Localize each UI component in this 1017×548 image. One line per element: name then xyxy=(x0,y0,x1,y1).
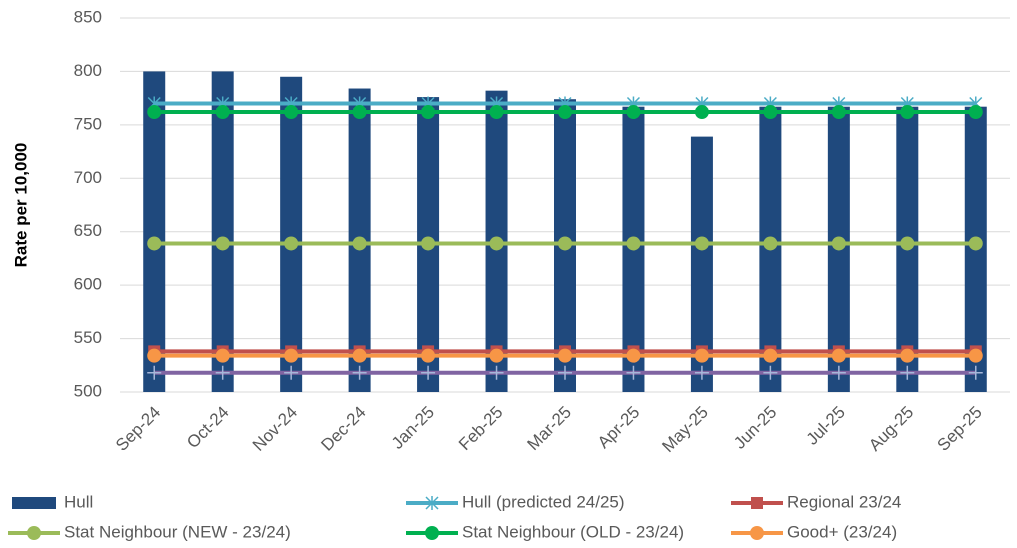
x-tick-label: Mar-25 xyxy=(523,403,575,455)
x-tick-label: Feb-25 xyxy=(455,403,507,455)
marker xyxy=(352,348,367,363)
bar xyxy=(143,71,166,392)
marker xyxy=(900,348,915,363)
marker xyxy=(831,236,846,251)
legend-marker xyxy=(27,526,41,540)
marker xyxy=(763,348,778,363)
y-tick-label: 850 xyxy=(74,7,102,26)
x-tick-label: May-25 xyxy=(658,403,712,457)
marker xyxy=(352,105,367,120)
marker xyxy=(421,105,436,120)
marker xyxy=(831,348,846,363)
legend-marker xyxy=(425,496,439,510)
marker xyxy=(421,365,436,380)
marker xyxy=(284,105,299,120)
marker xyxy=(421,348,436,363)
x-tick-label: Jul-25 xyxy=(803,403,849,449)
marker xyxy=(147,365,162,380)
legend-swatch xyxy=(12,497,56,509)
marker xyxy=(284,348,299,363)
y-tick-label: 550 xyxy=(74,328,102,347)
marker xyxy=(626,105,641,120)
marker xyxy=(968,236,983,251)
marker xyxy=(900,236,915,251)
marker xyxy=(147,105,162,120)
marker xyxy=(626,348,641,363)
marker xyxy=(215,105,230,120)
marker xyxy=(900,105,915,120)
legend-label: Regional 23/24 xyxy=(787,492,901,511)
bar xyxy=(211,71,234,392)
marker xyxy=(968,365,983,380)
legend-label: Good+ (23/24) xyxy=(787,522,897,541)
marker xyxy=(763,105,778,120)
marker xyxy=(694,236,709,251)
marker xyxy=(215,236,230,251)
x-tick-label: Aug-25 xyxy=(865,403,917,455)
marker xyxy=(489,105,504,120)
x-tick-label: Dec-24 xyxy=(317,403,369,455)
marker xyxy=(626,365,641,380)
marker xyxy=(831,105,846,120)
marker xyxy=(352,365,367,380)
legend-marker xyxy=(751,497,763,509)
x-tick-label: Sep-25 xyxy=(934,403,986,455)
marker xyxy=(215,348,230,363)
legend-label: Hull xyxy=(64,492,93,511)
x-tick-label: Jun-25 xyxy=(730,403,780,453)
marker xyxy=(489,365,504,380)
marker xyxy=(558,236,572,251)
marker xyxy=(626,236,641,251)
legend-label: Stat Neighbour (OLD - 23/24) xyxy=(462,522,684,541)
marker xyxy=(694,105,709,120)
y-axis-label: Rate per 10,000 xyxy=(11,143,30,268)
marker xyxy=(284,365,299,380)
legend-marker xyxy=(750,526,764,540)
marker xyxy=(558,348,572,363)
y-tick-label: 750 xyxy=(74,114,102,133)
legend-label: Stat Neighbour (NEW - 23/24) xyxy=(64,522,291,541)
legend-label: Hull (predicted 24/25) xyxy=(462,492,625,511)
marker xyxy=(694,365,709,380)
marker xyxy=(352,236,367,251)
y-tick-label: 700 xyxy=(74,168,102,187)
x-tick-label: Nov-24 xyxy=(249,403,301,455)
x-tick-label: Apr-25 xyxy=(594,403,644,453)
marker xyxy=(763,365,778,380)
marker xyxy=(147,348,162,363)
marker xyxy=(968,105,983,120)
x-tick-label: Oct-24 xyxy=(183,403,233,453)
marker xyxy=(284,236,299,251)
bar xyxy=(690,136,713,392)
y-tick-label: 650 xyxy=(74,221,102,240)
marker xyxy=(558,365,572,380)
legend-marker xyxy=(425,526,439,540)
marker xyxy=(215,365,230,380)
marker xyxy=(968,348,983,363)
marker xyxy=(763,236,778,251)
x-tick-label: Sep-24 xyxy=(112,403,164,455)
marker xyxy=(147,236,162,251)
y-tick-label: 800 xyxy=(74,61,102,80)
y-tick-label: 600 xyxy=(74,275,102,294)
bar xyxy=(280,76,303,393)
marker xyxy=(694,348,709,363)
marker xyxy=(489,348,504,363)
marker xyxy=(831,365,846,380)
marker xyxy=(421,236,436,251)
marker xyxy=(558,105,572,120)
y-tick-label: 500 xyxy=(74,381,102,400)
marker xyxy=(900,365,915,380)
x-tick-label: Jan-25 xyxy=(388,403,438,453)
marker xyxy=(489,236,504,251)
